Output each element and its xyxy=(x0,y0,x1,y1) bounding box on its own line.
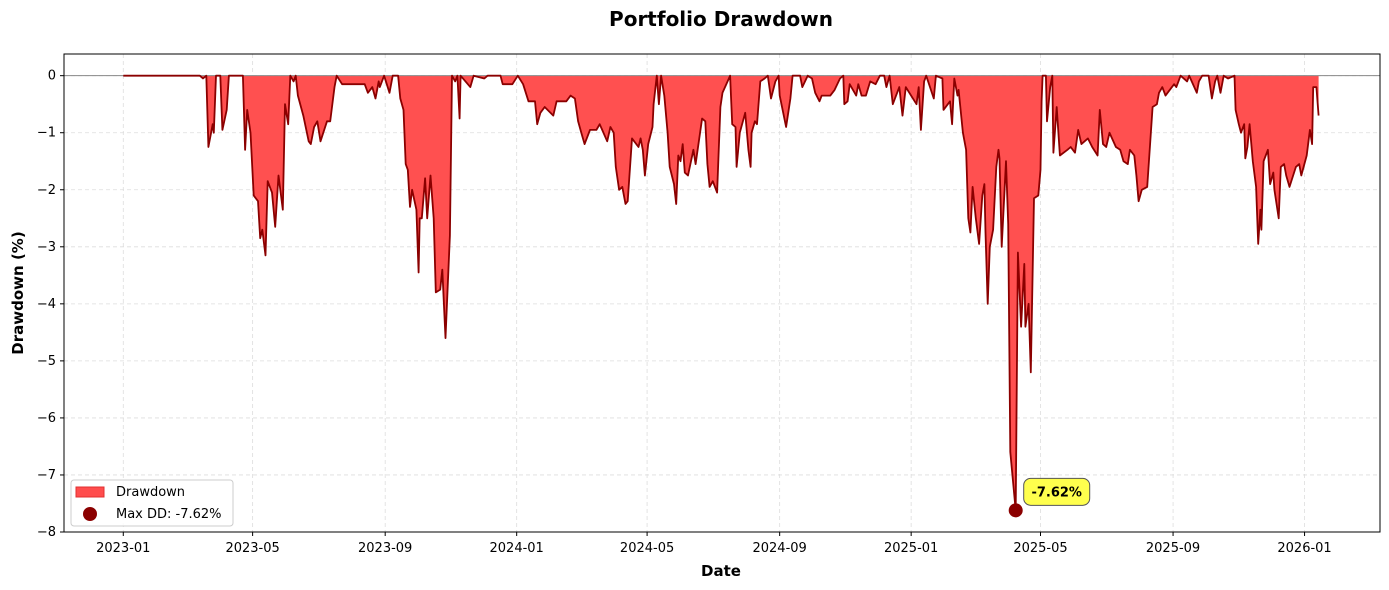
drawdown-line xyxy=(123,74,1320,512)
y-tick-label: −3 xyxy=(37,240,56,255)
series xyxy=(64,74,1380,518)
y-axis-label: Drawdown (%) xyxy=(9,231,27,354)
y-tick-label: −5 xyxy=(37,354,56,369)
chart-title: Portfolio Drawdown xyxy=(609,7,833,31)
x-tick-label: 2024-09 xyxy=(752,541,806,556)
x-axis-label: Date xyxy=(701,562,741,580)
y-tick-label: −4 xyxy=(37,297,56,312)
legend-swatch-drawdown xyxy=(75,486,105,498)
x-tick-label: 2026-01 xyxy=(1277,541,1331,556)
legend-marker-maxdd xyxy=(83,507,97,521)
legend-box xyxy=(70,479,234,527)
ticks: 0 −1 −2 −3 −4 −5 −6 −7 −8 2023-01 2023-05 2023-09 20… xyxy=(37,69,1332,556)
legend: Drawdown Max DD: -7.62% xyxy=(70,479,234,527)
x-tick-label: 2023-01 xyxy=(96,541,150,556)
x-tick-label: 2024-05 xyxy=(620,541,674,556)
x-tick-label: 2025-05 xyxy=(1013,541,1067,556)
legend-label-maxdd: Max DD: -7.62% xyxy=(116,507,222,522)
y-tick-label: −6 xyxy=(37,411,56,426)
x-tick-label: 2025-09 xyxy=(1146,541,1200,556)
max-drawdown-marker xyxy=(1008,503,1023,518)
x-tick-label: 2024-01 xyxy=(490,541,544,556)
y-tick-label: −2 xyxy=(37,183,56,198)
plot-frame xyxy=(63,53,1381,533)
legend-label-drawdown: Drawdown xyxy=(116,485,185,500)
drawdown-area xyxy=(123,75,1319,511)
y-tick-label: 0 xyxy=(48,69,56,84)
y-tick-label: −8 xyxy=(37,525,56,540)
x-tick-label: 2025-01 xyxy=(884,541,938,556)
annotation-box xyxy=(1023,477,1091,506)
y-tick-label: −7 xyxy=(37,468,56,483)
annotation: -7.62% xyxy=(1023,477,1091,506)
x-tick-label: 2023-09 xyxy=(358,541,412,556)
annotation-text: -7.62% xyxy=(1031,485,1082,500)
y-tick-label: −1 xyxy=(37,126,56,141)
x-tick-label: 2023-05 xyxy=(225,541,279,556)
